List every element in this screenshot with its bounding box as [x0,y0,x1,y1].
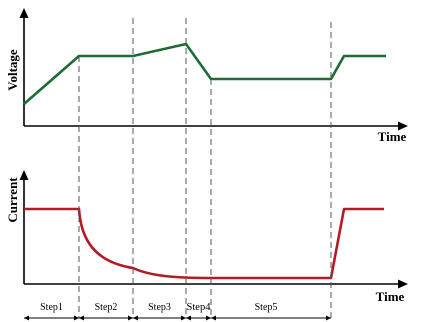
step4-label: Step4 [187,302,211,313]
step-arrowhead [326,315,331,321]
step2-label: Step2 [95,302,118,313]
step5-label: Step5 [255,302,278,313]
voltage-axis-label: Voltage [5,49,20,91]
step1-label: Step1 [40,302,63,313]
current-x-axis-arrow [398,279,408,289]
current-curve [24,207,384,280]
step3-label: Step3 [148,302,171,313]
step-arrowhead [211,315,216,321]
step-arrowhead [24,315,29,321]
step-annotations: Step1 Step2 Step3 Step4 Step5 [24,302,331,321]
step-arrowhead [128,315,133,321]
current-y-axis-arrow [19,170,29,180]
step-arrowhead [79,315,84,321]
voltage-curve [23,42,386,105]
voltage-panel: Voltage Time [5,8,408,144]
voltage-time-label: Time [378,129,407,144]
step-dividers [78,18,332,318]
voltage-y-axis-arrow [19,8,29,18]
step-arrowhead [74,315,79,321]
step-arrowhead [133,315,138,321]
step-arrowhead [181,315,186,321]
voltage-x-axis-arrow [398,121,408,131]
current-axis-label: Current [5,177,20,223]
current-panel: Current Time [5,170,408,304]
step-arrowhead [206,315,211,321]
step-arrowhead [186,315,191,321]
current-time-label: Time [376,289,405,304]
